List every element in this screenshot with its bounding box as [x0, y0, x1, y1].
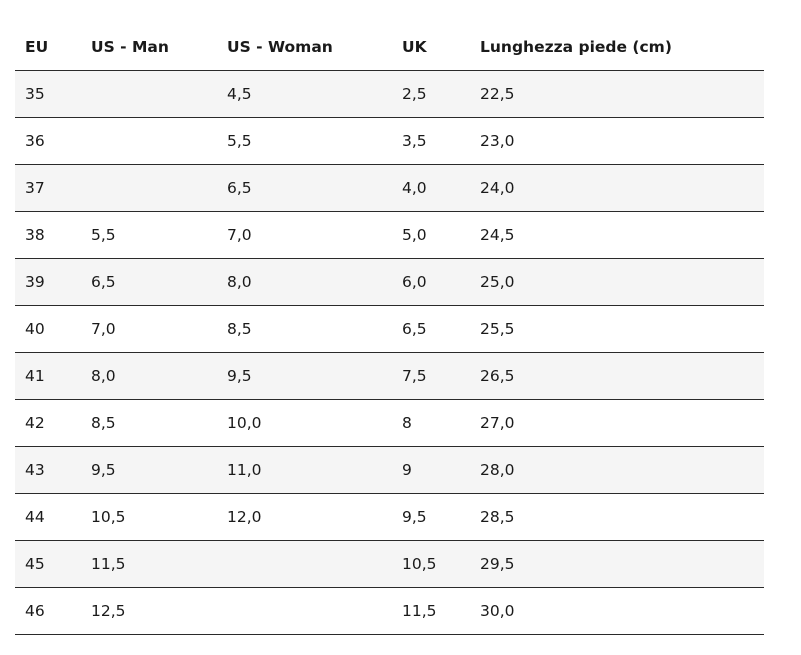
table-cell: 43 [25, 461, 45, 479]
table-cell: 26,5 [480, 367, 515, 385]
table-cell: 25,5 [480, 320, 515, 338]
table-cell: 39 [25, 273, 45, 291]
table-row: 41 8,0 9,5 7,5 26,5 [15, 353, 764, 400]
table-cell: 7,0 [91, 320, 116, 338]
table-cell: 10,5 [91, 508, 126, 526]
table-row: 39 6,5 8,0 6,0 25,0 [15, 259, 764, 306]
table-cell: 23,0 [480, 132, 515, 150]
table-cell: 28,0 [480, 461, 515, 479]
table-cell: 7,5 [402, 367, 427, 385]
table-cell: 6,0 [402, 273, 427, 291]
table-cell: 40 [25, 320, 45, 338]
table-cell: 5,0 [402, 226, 427, 244]
size-table: EU US - Man US - Woman UK Lunghezza piede (c… [15, 23, 764, 635]
table-cell: 3,5 [402, 132, 427, 150]
table-cell: 12,0 [227, 508, 262, 526]
table-cell: Lunghezza piede (cm) [480, 37, 672, 56]
table-row: 44 10,5 12,0 9,5 28,5 [15, 494, 764, 541]
table-cell: 7,0 [227, 226, 252, 244]
table-row: 43 9,5 11,0 9 28,0 [15, 447, 764, 494]
table-cell: 27,0 [480, 414, 515, 432]
table-cell: 44 [25, 508, 45, 526]
table-cell: 2,5 [402, 85, 427, 103]
table-cell: US - Woman [227, 37, 333, 56]
table-cell: 35 [25, 85, 45, 103]
table-cell: 42 [25, 414, 45, 432]
table-cell: US - Man [91, 37, 169, 56]
table-cell: 8,5 [91, 414, 116, 432]
table-row: 40 7,0 8,5 6,5 25,5 [15, 306, 764, 353]
table-row: 38 5,5 7,0 5,0 24,5 [15, 212, 764, 259]
table-cell: 6,5 [91, 273, 116, 291]
table-cell: 5,5 [227, 132, 252, 150]
table-cell: 10,5 [402, 555, 437, 573]
table-cell: 45 [25, 555, 45, 573]
table-cell: 38 [25, 226, 45, 244]
table-cell: 12,5 [91, 602, 126, 620]
table-cell: 4,5 [227, 85, 252, 103]
table-cell: 8,5 [227, 320, 252, 338]
table-cell: 30,0 [480, 602, 515, 620]
table-cell: 6,5 [227, 179, 252, 197]
table-cell: 9 [402, 461, 412, 479]
table-cell: 8,0 [91, 367, 116, 385]
header-row: EU US - Man US - Woman UK Lunghezza piede (c… [15, 23, 764, 71]
table-cell: 8,0 [227, 273, 252, 291]
table-cell: 37 [25, 179, 45, 197]
table-cell: 24,5 [480, 226, 515, 244]
table-row: 45 11,5 10,5 29,5 [15, 541, 764, 588]
table-cell: 46 [25, 602, 45, 620]
table-cell: 9,5 [91, 461, 116, 479]
table-cell: 8 [402, 414, 412, 432]
table-cell: 9,5 [402, 508, 427, 526]
table-cell: 22,5 [480, 85, 515, 103]
table-cell: 29,5 [480, 555, 515, 573]
table-row: 35 4,5 2,5 22,5 [15, 71, 764, 118]
table-cell: 11,5 [91, 555, 126, 573]
table-cell: 11,0 [227, 461, 262, 479]
table-cell: EU [25, 37, 49, 56]
table-row: 37 6,5 4,0 24,0 [15, 165, 764, 212]
table-cell: 28,5 [480, 508, 515, 526]
table-cell: 4,0 [402, 179, 427, 197]
table-row: 42 8,5 10,0 8 27,0 [15, 400, 764, 447]
table-cell: 9,5 [227, 367, 252, 385]
table-cell: 11,5 [402, 602, 437, 620]
table-cell: 5,5 [91, 226, 116, 244]
table-cell: 36 [25, 132, 45, 150]
table-cell: 25,0 [480, 273, 515, 291]
table-row: 46 12,5 11,5 30,0 [15, 588, 764, 635]
table-cell: 10,0 [227, 414, 262, 432]
table-cell: 6,5 [402, 320, 427, 338]
table-cell: 24,0 [480, 179, 515, 197]
table-cell: UK [402, 37, 427, 56]
table-cell: 41 [25, 367, 45, 385]
table-row: 36 5,5 3,5 23,0 [15, 118, 764, 165]
